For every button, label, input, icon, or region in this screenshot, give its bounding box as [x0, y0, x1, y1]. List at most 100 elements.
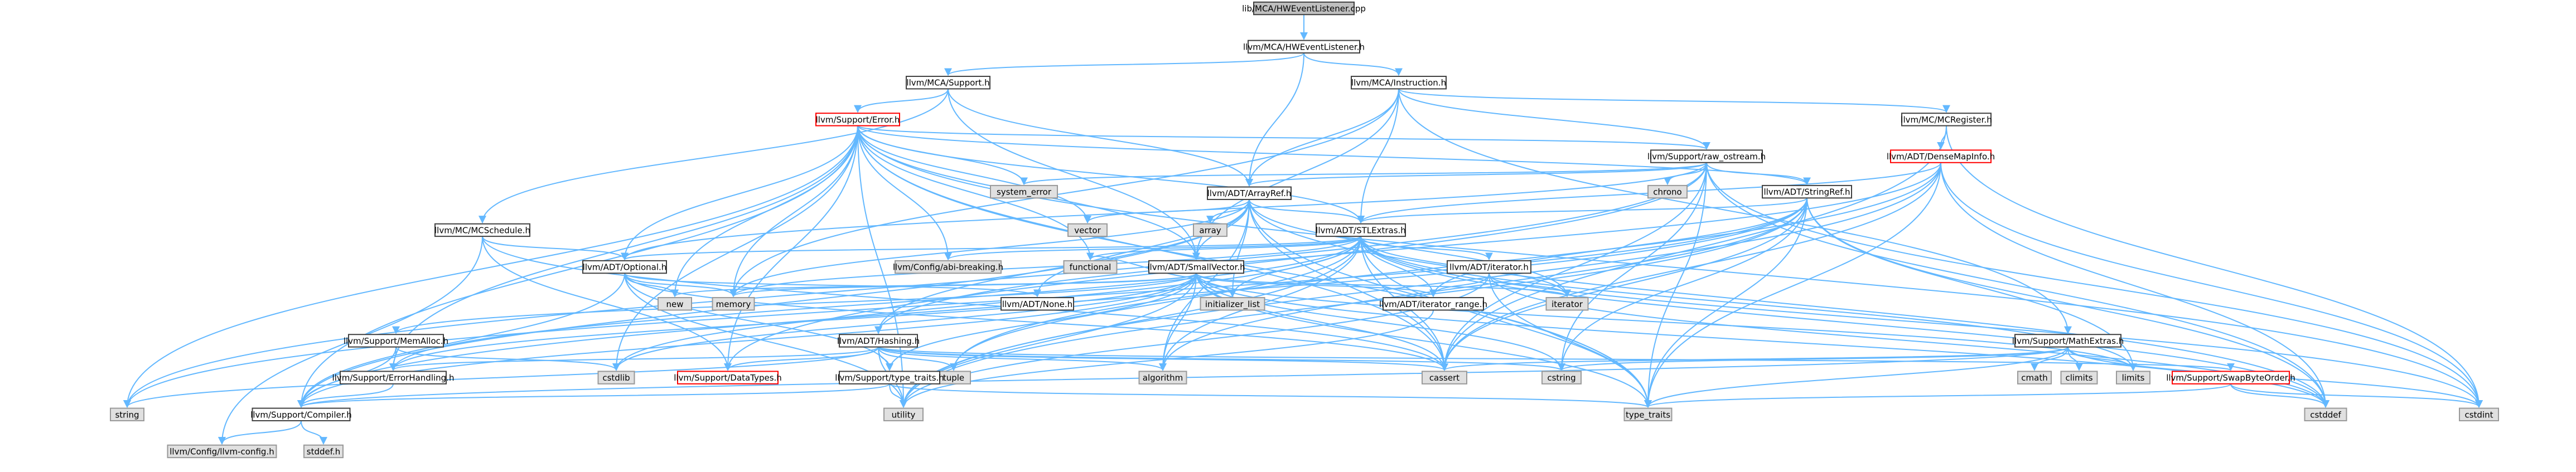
node-densemapinfo[interactable]: llvm/ADT/DenseMapInfo.h: [1887, 149, 1995, 163]
edge-smallvector-to-iterator: [1196, 273, 1571, 298]
node-label: llvm/Config/abi-breaking.h: [893, 262, 1003, 273]
node-support[interactable]: llvm/MCA/Support.h: [906, 76, 990, 90]
node-functional[interactable]: functional: [1063, 260, 1118, 274]
node-label: algorithm: [1143, 373, 1183, 383]
edge-mcschedule-to-optional: [482, 236, 629, 261]
node-label: llvm/Support/type_traits.h: [835, 373, 944, 383]
node-arrayref[interactable]: llvm/ADT/ArrayRef.h: [1207, 186, 1292, 200]
node-initlist[interactable]: initializer_list: [1200, 297, 1265, 311]
node-box: [2304, 407, 2347, 421]
edge-hashing-to-cstring: [878, 346, 1565, 371]
edge-rawostream-to-cstdint: [1706, 162, 2483, 408]
edge-support-to-arrayref: [948, 89, 1253, 187]
node-hwel[interactable]: llvm/MCA/HWEventListener.h: [1243, 40, 1365, 54]
edge-arrayref-to-compiler: [297, 199, 1250, 408]
edge-smallvector-to-initlist: [1196, 273, 1236, 298]
node-cassert[interactable]: cassert: [1422, 371, 1467, 385]
node-limits[interactable]: limits: [2116, 371, 2150, 385]
node-error[interactable]: llvm/Support/Error.h: [815, 113, 900, 126]
node-box: [582, 260, 667, 274]
node-label: climits: [2065, 373, 2092, 383]
node-box: [1148, 260, 1244, 274]
edge-hashing-to-tuple: [878, 347, 958, 371]
node-iterator[interactable]: iterator: [1545, 297, 1589, 311]
node-box: [839, 334, 918, 348]
node-box: [1193, 223, 1227, 237]
edge-hashing-to-errorhandling: [389, 346, 879, 371]
edge-rawostream-to-cstring: [1558, 162, 1707, 371]
node-errorhandling[interactable]: llvm/Support/ErrorHandling.h: [332, 371, 455, 385]
node-mcregister[interactable]: llvm/MC/MCRegister.h: [1901, 113, 1992, 126]
node-memalloc[interactable]: llvm/Support/MemAlloc.h: [344, 334, 448, 348]
node-cstddef[interactable]: cstddef: [2304, 407, 2347, 421]
edge-optional-to-memory: [624, 273, 737, 298]
node-label: limits: [2122, 373, 2145, 383]
node-box: [303, 444, 344, 459]
node-box: [1890, 149, 1992, 163]
edge-mathextras-to-climits: [2067, 347, 2083, 371]
edge-swapbyteorder-to-typetraits: [1644, 383, 2231, 408]
node-label: array: [1199, 225, 1221, 235]
node-stringref[interactable]: llvm/ADT/StringRef.h: [1762, 184, 1852, 199]
edge-densemapinfo-to-cassert: [1441, 162, 1941, 371]
node-box: [434, 223, 530, 237]
node-typetraitsllvm[interactable]: llvm/Support/type_traits.h: [835, 371, 944, 385]
node-optional[interactable]: llvm/ADT/Optional.h: [582, 260, 667, 274]
edge-densemapinfo-to-cstdint: [1940, 162, 2483, 408]
node-llvmconfig[interactable]: llvm/Config/llvm-config.h: [167, 444, 277, 459]
node-label: cassert: [1429, 373, 1459, 383]
node-tuple[interactable]: tuple: [936, 371, 971, 385]
node-hashing[interactable]: llvm/ADT/Hashing.h: [837, 334, 920, 348]
node-smallvector[interactable]: llvm/ADT/SmallVector.h: [1147, 260, 1245, 274]
node-swapbyteorder[interactable]: llvm/Support/SwapByteOrder.h: [2166, 371, 2295, 385]
node-rawostream[interactable]: llvm/Support/raw_ostream.h: [1647, 149, 1766, 163]
node-cmath[interactable]: cmath: [2017, 371, 2052, 385]
node-vector[interactable]: vector: [1067, 223, 1108, 237]
node-utility[interactable]: utility: [883, 407, 924, 421]
node-algorithm[interactable]: algorithm: [1138, 371, 1187, 385]
node-climits[interactable]: climits: [2060, 371, 2098, 385]
node-systemerror[interactable]: system_error: [990, 184, 1058, 199]
node-iteratorh[interactable]: llvm/ADT/iterator.h: [1447, 260, 1531, 274]
node-cstring[interactable]: cstring: [1541, 371, 1582, 385]
node-mcschedule[interactable]: llvm/MC/MCSchedule.h: [434, 223, 530, 237]
edge-smallvector-to-cstring: [1196, 273, 1565, 371]
edge-rawostream-to-stringref: [1706, 162, 1811, 186]
node-array[interactable]: array: [1193, 223, 1227, 237]
node-box: [2014, 334, 2121, 348]
node-stddef[interactable]: stddef.h: [303, 444, 344, 459]
node-label: cmath: [2021, 373, 2047, 383]
node-typetraits[interactable]: type_traits: [1623, 407, 1673, 421]
node-mathextras[interactable]: llvm/Support/MathExtras.h: [2012, 334, 2124, 348]
node-label: llvm/ADT/Optional.h: [583, 262, 667, 273]
node-root[interactable]: lib/MCA/HWEventListener.cpp: [1242, 1, 1366, 16]
node-new[interactable]: new: [658, 297, 692, 311]
node-instruction[interactable]: llvm/MCA/Instruction.h: [1351, 76, 1447, 90]
edge-typetraitsllvm-to-typetraits: [889, 383, 1652, 408]
node-stlextras[interactable]: llvm/ADT/STLExtras.h: [1316, 223, 1406, 237]
node-label: cstddef: [2310, 410, 2341, 420]
edge-error-to-rawostream: [857, 125, 1710, 150]
node-memory[interactable]: memory: [712, 297, 755, 311]
edge-rawostream-to-arrayref: [1245, 162, 1707, 187]
edge-stlextras-to-iteratorh: [1360, 236, 1493, 261]
node-none[interactable]: llvm/ADT/None.h: [1001, 297, 1074, 311]
node-box: [1650, 149, 1763, 163]
node-abibreaking[interactable]: llvm/Config/abi-breaking.h: [893, 260, 1003, 274]
node-string[interactable]: string: [110, 407, 144, 421]
node-cstdlib[interactable]: cstdlib: [597, 371, 635, 385]
edge-memalloc-to-cstdlib: [395, 347, 620, 371]
node-compiler[interactable]: llvm/Support/Compiler.h: [250, 407, 352, 421]
node-chrono[interactable]: chrono: [1647, 184, 1688, 199]
node-iterrange[interactable]: llvm/ADT/iterator_range.h: [1379, 297, 1487, 311]
edge-stlextras-to-tuple: [950, 236, 1361, 371]
edge-optional-to-compiler: [297, 273, 625, 408]
edge-support-to-error: [854, 89, 949, 113]
node-label: llvm/Support/DataTypes.h: [674, 373, 782, 383]
edge-error-to-vector: [857, 125, 1091, 224]
edge-instruction-to-stlextras: [1357, 89, 1399, 224]
node-label: vector: [1074, 225, 1101, 235]
node-datatypes[interactable]: llvm/Support/DataTypes.h: [674, 371, 782, 385]
node-cstdint[interactable]: cstdint: [2459, 407, 2499, 421]
edge-hwel-to-arrayref: [1245, 53, 1304, 187]
